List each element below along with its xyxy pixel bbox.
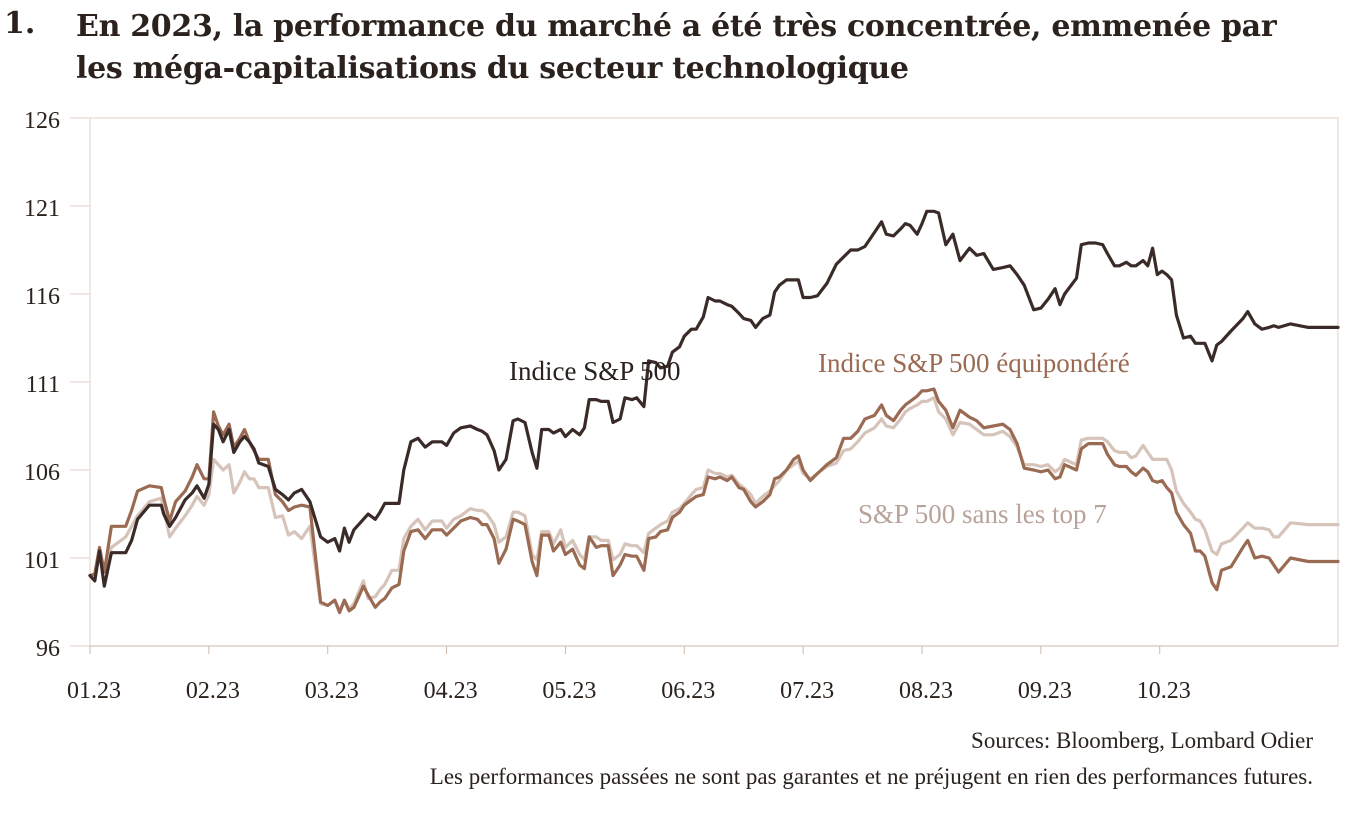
y-tick-label: 96 <box>36 636 60 662</box>
y-tick-label: 106 <box>24 460 60 486</box>
x-tick-label: 05.23 <box>542 678 596 704</box>
figure-title-line-1: En 2023, la performance du marché a été … <box>76 9 1277 44</box>
y-tick-label: 121 <box>24 196 60 222</box>
series-label-sp500-ex-top7: S&P 500 sans les top 7 <box>858 499 1107 529</box>
x-tick-label: 01.23 <box>67 678 121 704</box>
figure-title-line-2: les méga-capitalisations du secteur tech… <box>76 51 909 86</box>
series-line-sp500 <box>88 209 1340 588</box>
x-tick-label: 08.23 <box>899 678 953 704</box>
figure-number: 1. <box>4 6 36 41</box>
series-line-sp500-ex-top7 <box>88 396 1340 613</box>
x-tick-label: 06.23 <box>661 678 715 704</box>
x-tick-label: 03.23 <box>305 678 359 704</box>
x-tick-label: 07.23 <box>780 678 834 704</box>
disclaimer-note: Les performances passées ne sont pas gar… <box>429 764 1313 789</box>
series-line-sp500-equal-weight <box>88 387 1340 615</box>
plot-frame <box>89 117 1339 647</box>
x-tick-label: 04.23 <box>424 678 478 704</box>
x-tick-label: 10.23 <box>1137 678 1191 704</box>
sources-note: Sources: Bloomberg, Lombard Odier <box>971 728 1313 753</box>
y-tick-label: 101 <box>24 548 60 574</box>
y-tick-label: 116 <box>25 284 60 310</box>
y-tick-label: 126 <box>24 108 60 134</box>
x-tick-label: 02.23 <box>186 678 240 704</box>
series-label-sp500-equal-weight: Indice S&P 500 équipondéré <box>818 348 1130 378</box>
series-label-sp500: Indice S&P 500 <box>509 356 681 386</box>
y-tick-label: 111 <box>26 372 60 398</box>
figure-title: En 2023, la performance du marché a été … <box>76 6 1326 90</box>
x-tick-label: 09.23 <box>1018 678 1072 704</box>
